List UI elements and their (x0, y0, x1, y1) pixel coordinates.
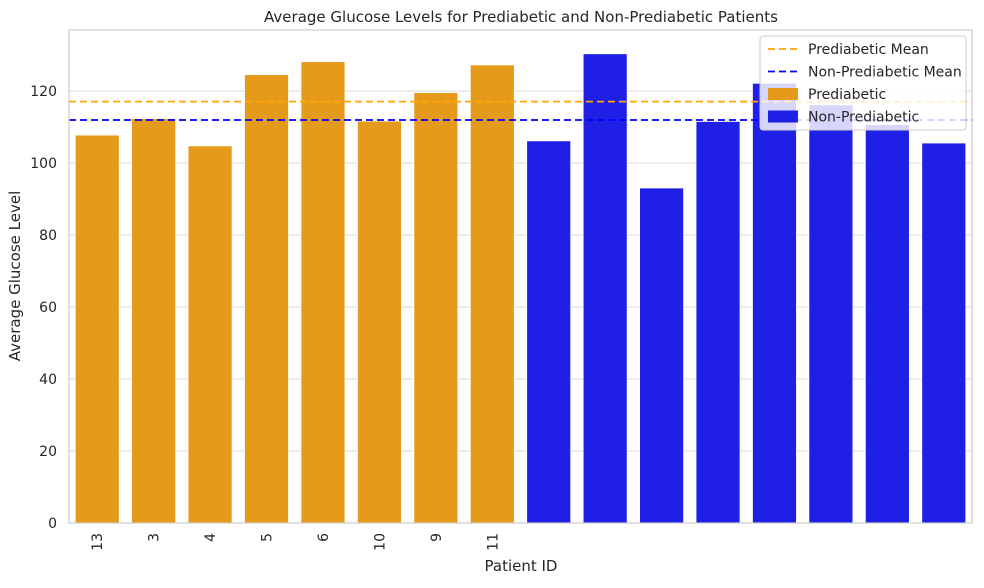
bar-prediabetic-3 (244, 74, 289, 524)
bar-prediabetic-2 (187, 145, 233, 524)
bar-non-prediabetic-10 (639, 187, 685, 524)
bar-non-prediabetic-15 (921, 142, 967, 524)
bar-prediabetic-1 (131, 118, 177, 524)
x-tick-label: 9 (429, 533, 445, 542)
x-tick-label: 13 (90, 533, 106, 551)
bar-non-prediabetic-9 (582, 53, 628, 524)
x-tick-labels: 13 3 4 5 6 10 9 11 (90, 533, 501, 551)
y-tick-label: 60 (39, 300, 57, 316)
bar-prediabetic-4 (300, 61, 346, 524)
legend-label: Prediabetic Mean (808, 42, 929, 58)
y-tick-label: 120 (30, 84, 57, 100)
x-tick-label: 5 (260, 533, 276, 542)
x-axis-label: Patient ID (485, 557, 558, 575)
legend: Prediabetic Mean Non-Prediabetic Mean Pred… (759, 35, 967, 131)
legend-label: Prediabetic (808, 87, 886, 103)
bar-non-prediabetic-14 (864, 124, 910, 524)
legend-color-swatch (768, 110, 798, 123)
bar-prediabetic-5 (356, 120, 402, 524)
y-axis-label: Average Glucose Level (6, 191, 24, 362)
bar-non-prediabetic-11 (695, 121, 741, 524)
legend-label: Non-Prediabetic Mean (808, 65, 962, 81)
bar-non-prediabetic-13 (808, 104, 854, 524)
y-tick-label: 80 (39, 228, 57, 244)
legend-color-swatch (768, 88, 798, 100)
bar-prediabetic-7 (469, 64, 515, 524)
y-tick-label: 40 (39, 372, 57, 388)
chart-title: Average Glucose Levels for Prediabetic a… (264, 8, 778, 26)
bars-layer (74, 53, 967, 524)
x-tick-label: 6 (316, 533, 332, 542)
bar-non-prediabetic-12 (752, 82, 797, 524)
x-tick-label: 10 (372, 533, 388, 551)
x-tick-label: 3 (147, 533, 163, 542)
y-tick-labels: 0 20 40 60 80 100 120 (30, 84, 57, 532)
legend-label: Non-Prediabetic (808, 110, 919, 126)
y-tick-label: 20 (39, 444, 57, 460)
legend-box (759, 35, 967, 131)
bar-prediabetic-0 (74, 134, 120, 524)
x-tick-label: 4 (203, 533, 219, 542)
x-tick-label: 11 (485, 533, 501, 551)
plot-frame (68, 29, 973, 524)
y-tick-label: 0 (48, 516, 57, 532)
bar-prediabetic-6 (413, 92, 459, 524)
bar-non-prediabetic-8 (526, 140, 572, 524)
y-tick-label: 100 (30, 156, 57, 172)
